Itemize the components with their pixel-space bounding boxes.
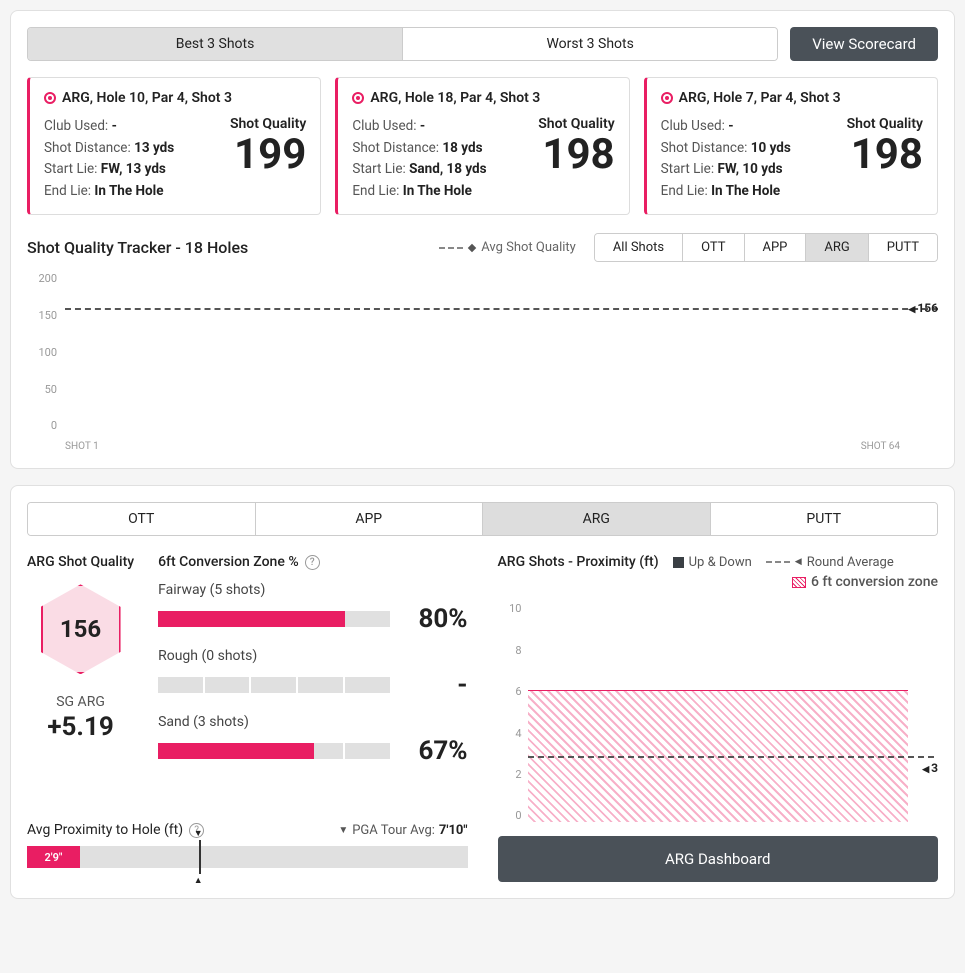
legend-zone: 6 ft conversion zone — [792, 574, 938, 590]
pga-label: PGA Tour Avg: — [352, 823, 435, 838]
worst-shots-tab[interactable]: Worst 3 Shots — [403, 28, 777, 60]
target-icon — [661, 92, 673, 104]
hex-value: 156 — [60, 615, 101, 643]
shot-card[interactable]: ARG, Hole 10, Par 4, Shot 3 Club Used: -… — [27, 77, 321, 215]
legend-updown: Up & Down — [673, 555, 752, 570]
tracker-title: Shot Quality Tracker - 18 Holes — [27, 238, 248, 257]
x-first: SHOT 1 — [65, 441, 99, 452]
conv-label: Fairway (5 shots) — [158, 582, 467, 598]
filter-tab-putt[interactable]: PUTT — [869, 234, 937, 261]
conv-bar — [158, 677, 391, 693]
legend-roundavg: ◀Round Average — [766, 555, 894, 570]
square-dark-icon — [673, 557, 684, 568]
prox-title: ARG Shots - Proximity (ft) — [498, 554, 659, 570]
dash-line-icon — [766, 561, 790, 563]
panel-body: ARG Shot Quality 156 SG ARG +5.19 6ft Co… — [27, 554, 938, 882]
target-icon — [44, 92, 56, 104]
arg-panel-card: OTTAPPARGPUTT ARG Shot Quality 156 SG AR… — [10, 485, 955, 899]
panel-tab-putt[interactable]: PUTT — [711, 503, 938, 535]
best-shots-tab[interactable]: Best 3 Shots — [28, 28, 403, 60]
prox-bars — [528, 602, 909, 822]
panel-tab-app[interactable]: APP — [256, 503, 484, 535]
hatch-icon — [792, 577, 806, 588]
shots-tracker-card: Best 3 Shots Worst 3 Shots View Scorecar… — [10, 10, 955, 469]
filter-tab-ott[interactable]: OTT — [683, 234, 744, 261]
pga-avg: ▼ PGA Tour Avg: 7'10" — [338, 823, 467, 838]
shot-details: Club Used: - Shot Distance: 10 yds Start… — [661, 116, 791, 202]
panel-left: ARG Shot Quality 156 SG ARG +5.19 6ft Co… — [27, 554, 468, 882]
conv-bar — [158, 611, 391, 627]
shot-details: Club Used: - Shot Distance: 18 yds Start… — [352, 116, 486, 202]
conv-label: Rough (0 shots) — [158, 648, 467, 664]
shot-details: Club Used: - Shot Distance: 13 yds Start… — [44, 116, 174, 202]
prox-avg-label: 3 — [922, 761, 938, 775]
view-scorecard-button[interactable]: View Scorecard — [790, 27, 938, 61]
panel-tabs: OTTAPPARGPUTT — [27, 502, 938, 536]
pga-value: 7'10" — [439, 823, 468, 838]
shot-card[interactable]: ARG, Hole 18, Par 4, Shot 3 Club Used: -… — [335, 77, 629, 215]
diamond-icon — [468, 244, 476, 252]
dash-line-icon — [439, 247, 463, 249]
tracker-bars — [65, 272, 900, 432]
prox-legend-2: 6 ft conversion zone — [498, 574, 939, 590]
hex-badge: 156 — [41, 584, 121, 674]
shot-card[interactable]: ARG, Hole 7, Par 4, Shot 3 Club Used: - … — [644, 77, 938, 215]
conv-row: Rough (0 shots) - — [158, 648, 467, 700]
conversion-section: 6ft Conversion Zone % ? Fairway (5 shots… — [158, 554, 467, 780]
tracker-header: Shot Quality Tracker - 18 Holes Avg Shot… — [27, 233, 938, 262]
shot-cards-row: ARG, Hole 10, Par 4, Shot 3 Club Used: -… — [27, 77, 938, 215]
x-last: SHOT 64 — [861, 441, 900, 452]
shot-title: ARG, Hole 10, Par 4, Shot 3 — [62, 90, 232, 106]
arg-sq-title: ARG Shot Quality — [27, 554, 134, 570]
conv-row: Fairway (5 shots) 80% — [158, 582, 467, 634]
arg-dashboard-button[interactable]: ARG Dashboard — [498, 836, 939, 882]
tracker-avg-label: 156 — [908, 301, 938, 315]
slider-fill: 2'9" — [27, 846, 80, 868]
shot-title: ARG, Hole 7, Par 4, Shot 3 — [679, 90, 841, 106]
bottom-row: Avg Proximity to Hole (ft) ? ▼ PGA Tour … — [27, 822, 468, 838]
prox-plot — [528, 602, 909, 822]
panel-right: ARG Shots - Proximity (ft) Up & Down ◀Ro… — [498, 554, 939, 882]
prox-legend: ARG Shots - Proximity (ft) Up & Down ◀Ro… — [498, 554, 939, 570]
prox-avg-line — [528, 756, 935, 758]
avg-legend-label: Avg Shot Quality — [481, 240, 576, 255]
shot-quality: Shot Quality 199 — [230, 116, 306, 202]
tracker-filter-tabs: All ShotsOTTAPPARGPUTT — [594, 233, 938, 262]
tracker-avg-line — [65, 308, 938, 310]
tracker-yaxis: 200150100500 — [27, 272, 57, 432]
top-controls: Best 3 Shots Worst 3 Shots View Scorecar… — [27, 27, 938, 61]
panel-tab-arg[interactable]: ARG — [483, 503, 711, 535]
tracker-chart: 200150100500 156 SHOT 1 SHOT 64 — [27, 272, 938, 452]
conv-row: Sand (3 shots) 67% — [158, 714, 467, 766]
conv-label: Sand (3 shots) — [158, 714, 467, 730]
shot-title: ARG, Hole 18, Par 4, Shot 3 — [370, 90, 540, 106]
filter-tab-arg[interactable]: ARG — [806, 234, 868, 261]
filter-tab-app[interactable]: APP — [745, 234, 807, 261]
filter-tab-all-shots[interactable]: All Shots — [595, 234, 683, 261]
avg-legend: Avg Shot Quality — [439, 240, 576, 255]
prox-chart: 1086420 3 — [498, 602, 939, 822]
avg-prox-label: Avg Proximity to Hole (ft) — [27, 822, 183, 838]
conv-title: 6ft Conversion Zone % ? — [158, 554, 467, 570]
sg-label: SG ARG — [27, 694, 134, 710]
prox-slider: 2'9" — [27, 846, 468, 868]
slider-marker — [199, 840, 201, 874]
panel-tab-ott[interactable]: OTT — [28, 503, 256, 535]
sg-value: +5.19 — [27, 712, 134, 742]
shot-quality: Shot Quality 198 — [847, 116, 923, 202]
conv-title-text: 6ft Conversion Zone % — [158, 554, 299, 570]
target-icon — [352, 92, 364, 104]
shot-quality: Shot Quality 198 — [538, 116, 614, 202]
help-icon[interactable]: ? — [305, 555, 320, 570]
shots-segment: Best 3 Shots Worst 3 Shots — [27, 27, 778, 61]
conv-pct: 80% — [408, 604, 468, 634]
prox-yaxis: 1086420 — [498, 602, 522, 822]
tracker-xlabels: SHOT 1 SHOT 64 — [65, 441, 900, 452]
hex-section: ARG Shot Quality 156 SG ARG +5.19 — [27, 554, 134, 780]
conv-bar — [158, 743, 391, 759]
conv-pct: - — [408, 670, 468, 700]
conv-pct: 67% — [408, 736, 468, 766]
